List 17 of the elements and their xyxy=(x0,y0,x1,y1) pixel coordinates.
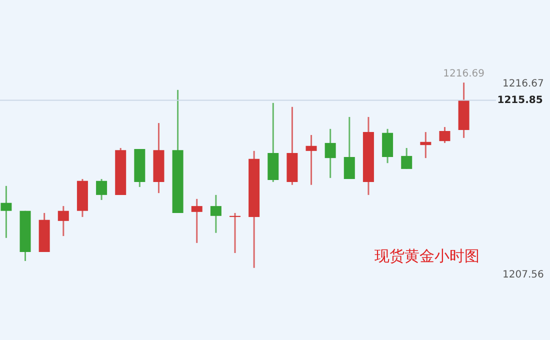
candlestick xyxy=(58,205,69,237)
candlestick xyxy=(230,212,240,254)
annotation: 1216.69 xyxy=(443,68,484,80)
annotation: 现货黄金小时图 xyxy=(374,247,480,265)
candlestick xyxy=(324,128,336,179)
candlestick xyxy=(96,178,108,201)
candlestick xyxy=(420,131,432,159)
y-tick-label: 1216.67 xyxy=(502,78,544,90)
candlestick xyxy=(306,134,317,186)
ref-line-label: 1215.85 xyxy=(497,95,543,106)
candlestick xyxy=(401,147,412,170)
candlestick xyxy=(210,194,222,234)
candlestick xyxy=(344,116,355,180)
candlestick xyxy=(439,126,450,144)
candlestick xyxy=(0,185,12,239)
candlestick xyxy=(191,198,202,244)
y-tick-label: 1207.56 xyxy=(502,269,544,280)
